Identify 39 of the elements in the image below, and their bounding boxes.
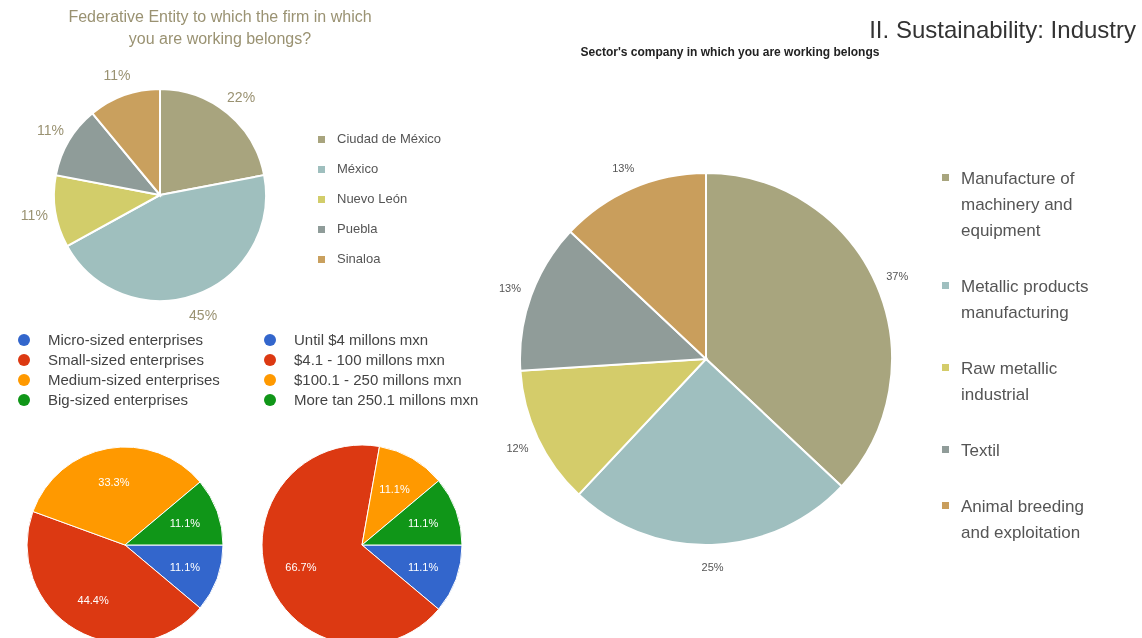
data-label: 11% bbox=[37, 122, 65, 139]
legend-label: Raw metallic industrial bbox=[961, 358, 1059, 406]
legend-label: Micro-sized enterprises bbox=[48, 330, 204, 350]
data-label: 66.7% bbox=[285, 561, 317, 574]
legend-label: Manufacture of machinery and equipment bbox=[961, 168, 1076, 242]
legend-label: Nuevo León bbox=[337, 190, 408, 208]
legend-label: Puebla bbox=[337, 220, 378, 238]
legend-label: Animal breeding and exploitation bbox=[961, 496, 1085, 544]
data-label: 11.1% bbox=[407, 561, 439, 574]
legend-label: Medium-sized enterprises bbox=[48, 370, 220, 390]
legend-label: Textil bbox=[961, 440, 1000, 462]
data-label: 13% bbox=[498, 282, 522, 295]
data-label: 12% bbox=[506, 441, 529, 454]
legend-label: Until $4 millons mxn bbox=[294, 330, 429, 350]
data-label: 33.3% bbox=[98, 476, 130, 489]
data-label: 11.1% bbox=[169, 560, 201, 573]
legend-label: Sinaloa bbox=[337, 250, 381, 268]
chart-subtitle: Sector's company in which you are working belongs bbox=[579, 45, 881, 59]
data-label: 11% bbox=[103, 67, 131, 84]
legend-label: Small-sized enterprises bbox=[48, 350, 204, 370]
legend-label: $4.1 - 100 millons mxn bbox=[294, 350, 445, 370]
legend-label: Ciudad de México bbox=[337, 130, 442, 148]
data-label: 22% bbox=[227, 88, 256, 105]
legend-label: More tan 250.1 millons mxn bbox=[294, 390, 479, 410]
data-label: 37% bbox=[886, 270, 909, 283]
legend-label: Big-sized enterprises bbox=[48, 390, 189, 410]
legend-label: $100.1 - 250 millons mxn bbox=[294, 370, 462, 390]
data-label: 13% bbox=[612, 161, 635, 174]
data-label: 11.1% bbox=[407, 516, 439, 529]
data-label: 11.1% bbox=[379, 482, 410, 495]
data-label: 11.1% bbox=[169, 517, 201, 530]
data-label: 45% bbox=[189, 306, 218, 323]
chart-title: II. Sustainability: Industry bbox=[868, 15, 1136, 45]
data-label: 25% bbox=[701, 561, 724, 574]
legend-label: México bbox=[337, 160, 379, 178]
chart-title: Federative Entity to which the firm in which you are working belongs? bbox=[67, 7, 373, 49]
legend-label: Metallic products manufacturing bbox=[961, 276, 1090, 324]
data-label: 44.4% bbox=[77, 594, 109, 607]
data-label: 11% bbox=[20, 206, 48, 223]
